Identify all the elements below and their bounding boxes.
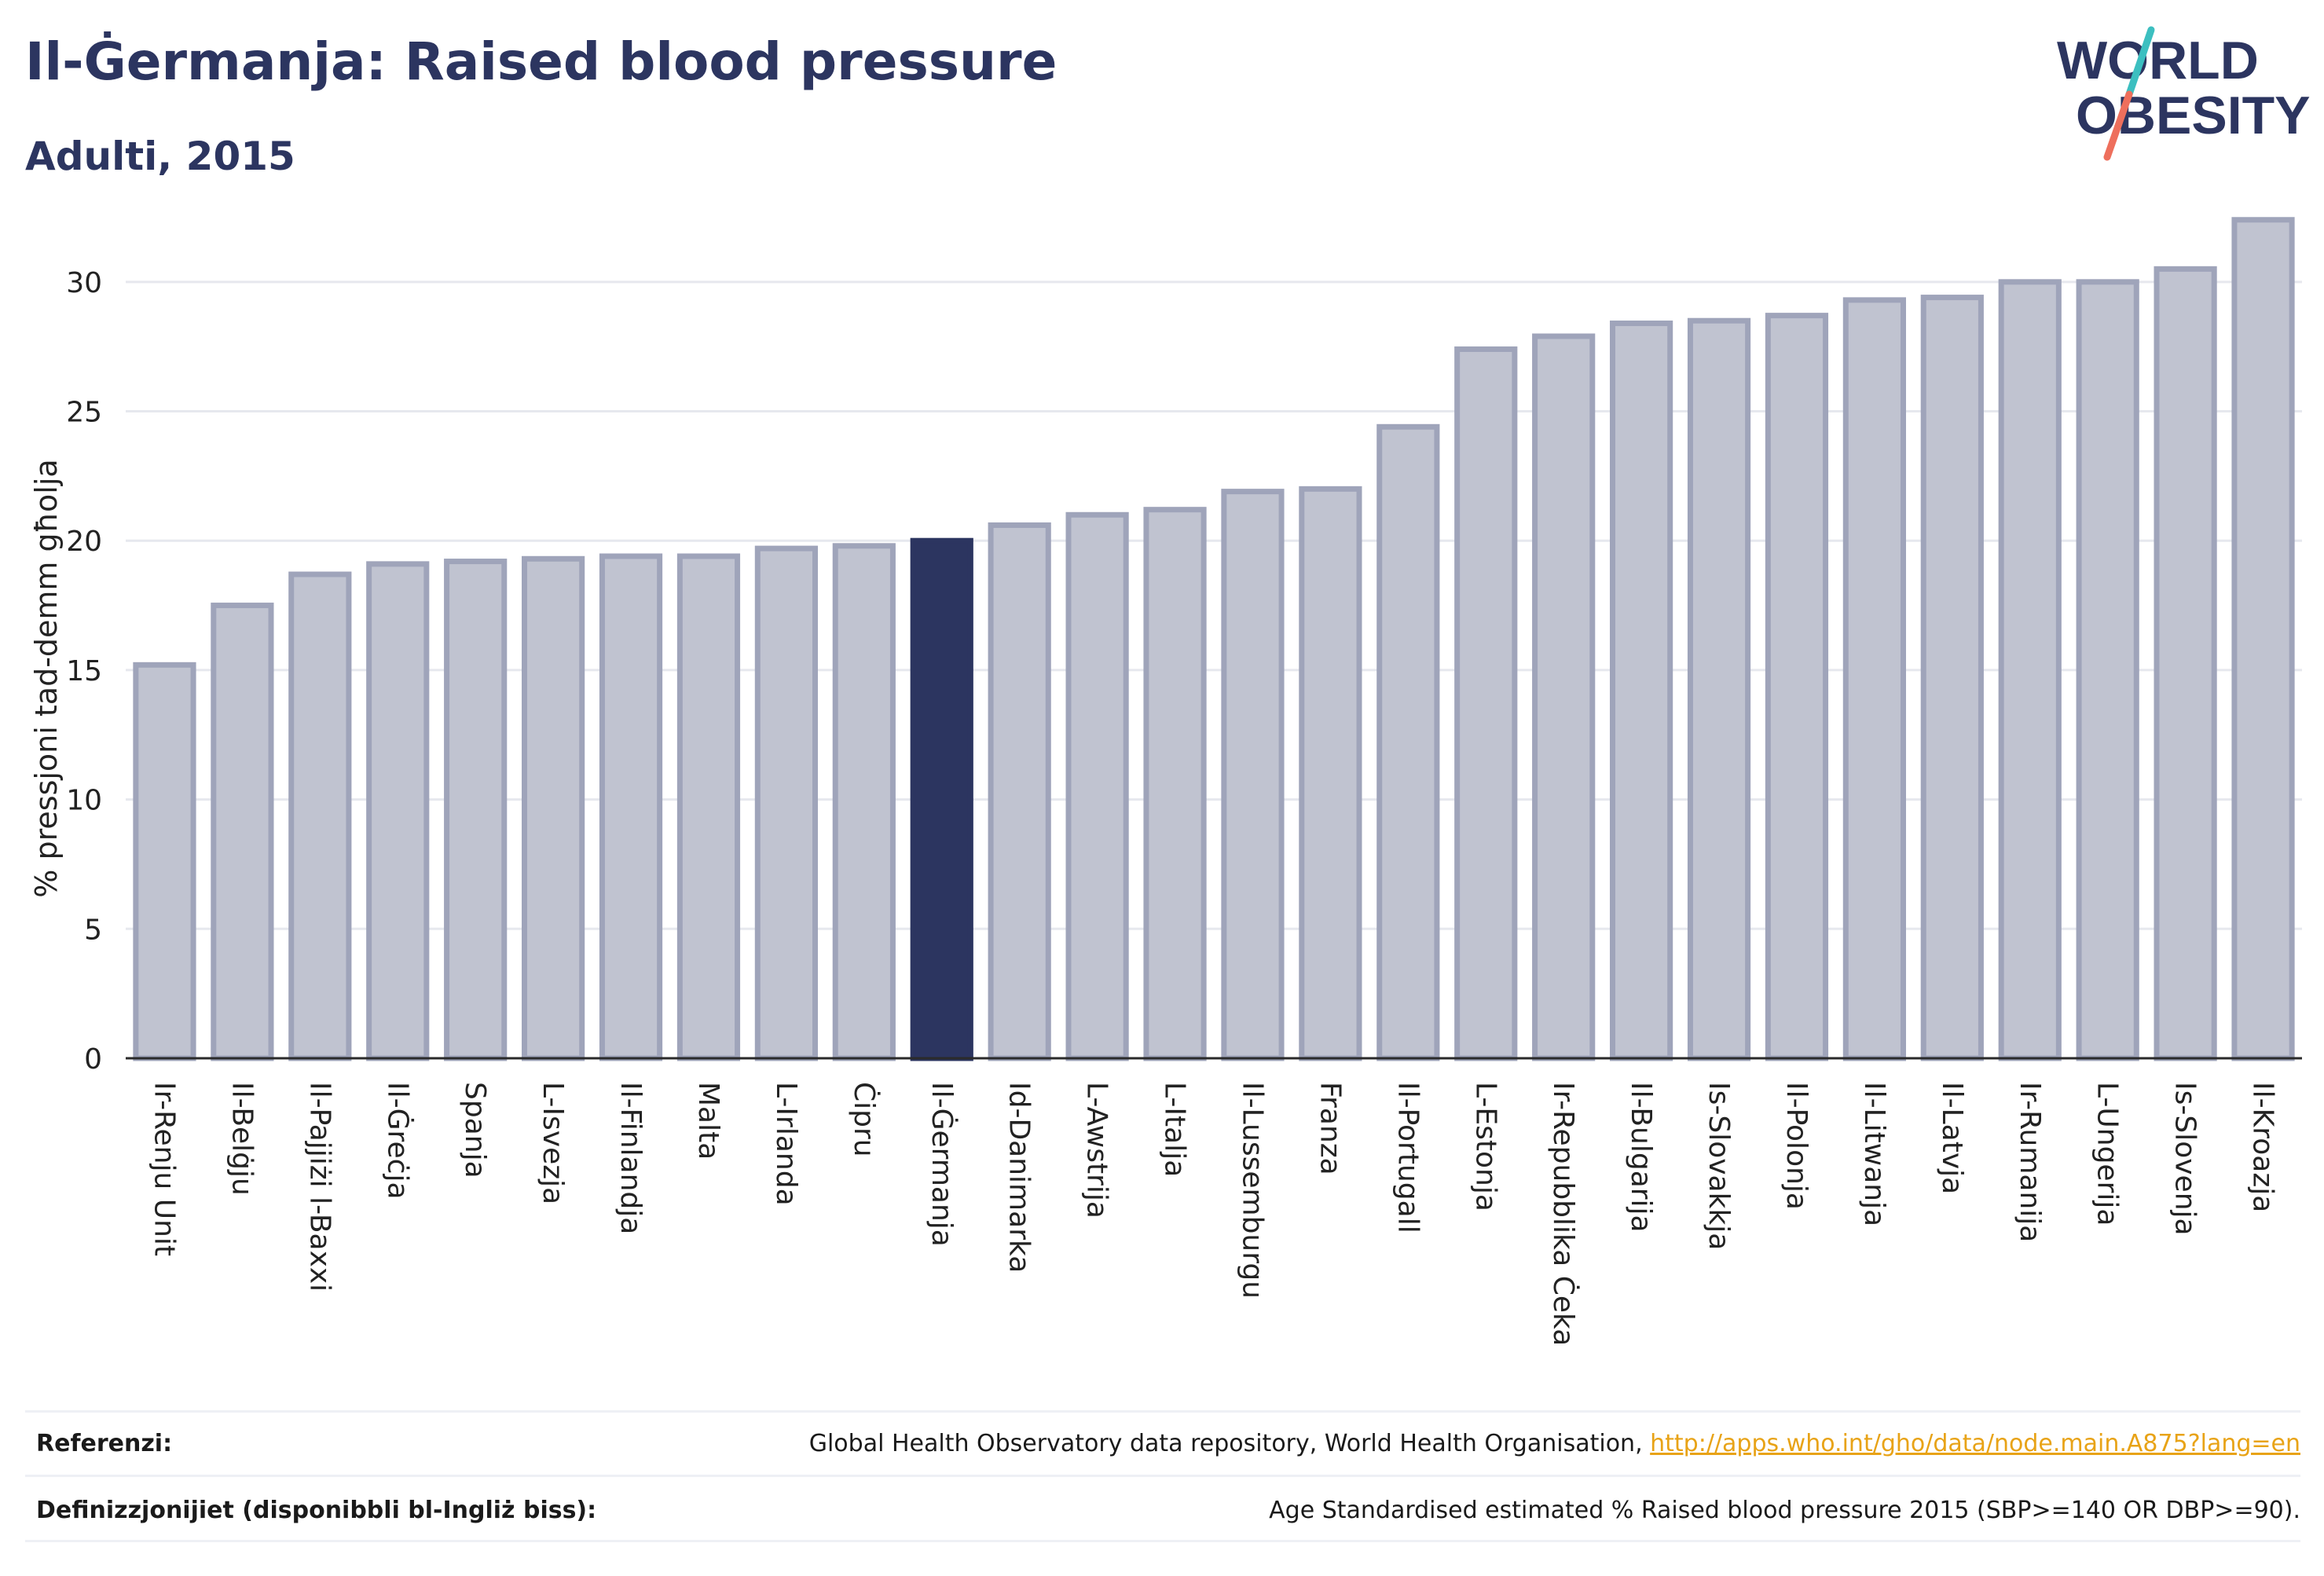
bar	[2076, 279, 2139, 1061]
x-tick-label: Il-Bulgarija	[1625, 1082, 1657, 1233]
footer-divider-middle	[25, 1475, 2300, 1477]
x-tick-label: Franza	[1314, 1082, 1346, 1175]
y-axis-label: % pressjoni tad-demm għolja	[29, 459, 64, 897]
x-tick-label: Il-Kroazja	[2247, 1082, 2279, 1212]
logo-slash-coral	[2103, 90, 2133, 161]
references-value: Global Health Observatory data repositor…	[809, 1430, 2300, 1457]
x-tick-label: Is-Slovenja	[2169, 1082, 2201, 1236]
x-tick-label: Ir-Rumanija	[2014, 1082, 2046, 1242]
y-tick-label: 0	[84, 1043, 102, 1076]
bar	[1143, 507, 1207, 1061]
x-tick-label: Il-Lussemburgu	[1236, 1082, 1268, 1299]
references-link[interactable]: http://apps.who.int/gho/data/node.main.A…	[1650, 1430, 2300, 1457]
bar	[211, 603, 274, 1061]
bar	[1610, 321, 1673, 1061]
x-tick-label: Il-Ġreċja	[381, 1082, 414, 1200]
x-tick-label: Malta	[692, 1082, 724, 1160]
bar-chart: 0 5 10 15 20 25 30 Ir-Renju Unit Il-Belġju Il-Pa…	[29, 217, 2302, 1346]
x-tick-label: Il-Polonja	[1780, 1082, 1813, 1210]
references-label: Referenzi:	[36, 1430, 173, 1457]
x-tick-label: Il-Latvja	[1936, 1082, 1968, 1194]
bar	[133, 662, 196, 1061]
x-tick-label: L-Awstrija	[1081, 1082, 1113, 1219]
bar	[1920, 295, 1984, 1061]
chart-subtitle: Adulti, 2015	[25, 134, 295, 179]
x-tick-label: Il-Pajjiżi l-Baxxi	[303, 1082, 335, 1292]
y-tick-label: 10	[66, 785, 102, 817]
bar-highlighted	[910, 537, 973, 1061]
chart-title: Il-Ġermanja: Raised blood pressure	[25, 31, 1058, 92]
y-tick-labels: 0 5 10 15 20 25 30	[66, 267, 102, 1076]
definitions-value: Age Standardised estimated % Raised bloo…	[1269, 1497, 2300, 1524]
footer-divider-top	[25, 1410, 2300, 1413]
x-tick-label: L-Italja	[1159, 1082, 1191, 1177]
x-tick-label: L-Ungerija	[2091, 1082, 2124, 1226]
bar	[599, 553, 663, 1061]
x-tick-label: Il-Ġermanja	[926, 1082, 959, 1247]
bars	[133, 217, 2295, 1061]
bar	[444, 559, 508, 1061]
x-tick-label: L-Estonja	[1469, 1082, 1501, 1211]
logo-slash-teal	[2125, 26, 2155, 98]
x-tick-label: Ċipru	[848, 1082, 881, 1157]
x-tick-label: Il-Portugall	[1391, 1082, 1424, 1233]
bar	[754, 545, 818, 1061]
bar	[1376, 423, 1440, 1061]
bar	[1532, 333, 1596, 1061]
bar	[1998, 279, 2062, 1061]
bar	[2231, 217, 2295, 1061]
bar	[1065, 511, 1129, 1061]
bar	[1842, 297, 1906, 1061]
y-tick-label: 5	[84, 914, 102, 946]
definitions-label: Definizzjonijiet (disponibbli bl-Ingliż …	[36, 1497, 597, 1524]
bar	[1221, 489, 1285, 1061]
bar	[832, 543, 896, 1061]
x-tick-labels: Ir-Renju Unit Il-Belġju Il-Pajjiżi l-Baxxi…	[148, 1082, 2278, 1346]
y-tick-label: 20	[66, 526, 102, 558]
x-tick-label: Is-Slovakkja	[1703, 1082, 1735, 1250]
logo-word-world: WORLD	[2057, 31, 2259, 90]
bar	[366, 561, 430, 1061]
x-tick-label: Il-Litwanja	[1858, 1082, 1890, 1226]
x-tick-label: Il-Finlandja	[614, 1082, 647, 1234]
x-tick-label: L-Irlanda	[770, 1082, 802, 1206]
bar	[1454, 346, 1518, 1061]
bar	[1687, 317, 1751, 1061]
bar	[288, 571, 352, 1061]
bar	[2154, 266, 2217, 1061]
bar	[1765, 313, 1829, 1061]
y-tick-label: 15	[66, 655, 102, 687]
x-tick-label: L-Isvezja	[537, 1082, 569, 1204]
world-obesity-logo: WORLD OBESITY	[2057, 26, 2310, 161]
x-tick-label: Ir-Repubblika Ċeka	[1547, 1082, 1580, 1346]
x-tick-label: Spanja	[459, 1082, 491, 1178]
x-tick-label: Ir-Renju Unit	[148, 1082, 180, 1256]
y-tick-label: 25	[66, 397, 102, 429]
footer-divider-bottom	[25, 1540, 2300, 1542]
bar	[522, 555, 585, 1061]
bar	[1299, 486, 1362, 1061]
x-tick-label: Id-Danimarka	[1003, 1082, 1036, 1273]
bar	[988, 522, 1051, 1061]
x-tick-label: Il-Belġju	[225, 1082, 258, 1196]
references-text: Global Health Observatory data repositor…	[808, 1430, 1651, 1457]
y-tick-label: 30	[66, 267, 102, 299]
bar	[676, 553, 741, 1061]
